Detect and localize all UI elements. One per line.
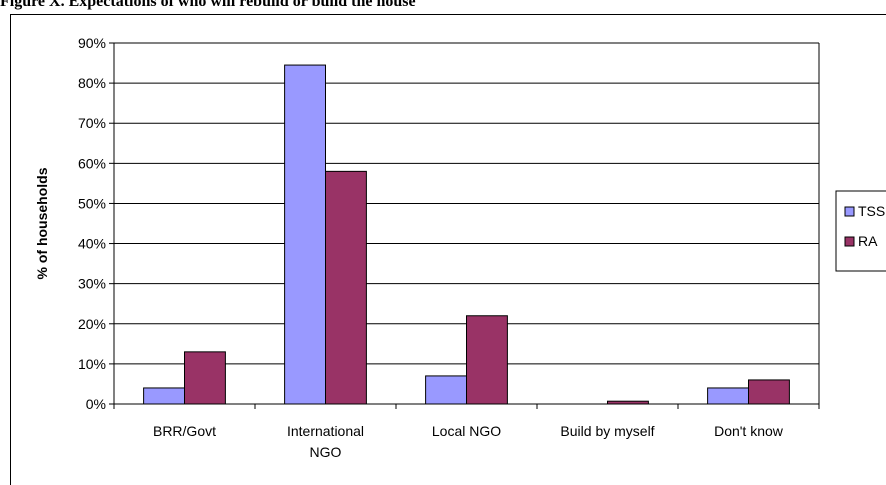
bar-ra (466, 315, 508, 405)
x-category-labels: BRR/Govt International NGO Local NGO Build b… (153, 423, 784, 460)
x-category-label: BRR/Govt (153, 423, 216, 439)
bars (143, 64, 790, 405)
bar-tss (425, 375, 467, 405)
y-tick-label: 80% (78, 75, 106, 91)
bar-tss (284, 64, 326, 405)
chart-frame: 0% 10% 20% 30% 40% 50% 60% 70% 80% 90% BRR/Govt In… (10, 14, 886, 485)
y-tick-label: 50% (78, 195, 106, 211)
legend-label-tss: TSS (858, 203, 885, 219)
legend-label-ra: RA (858, 233, 878, 249)
x-category-label: Don't know (714, 423, 784, 439)
legend: TSS RA (835, 190, 886, 272)
x-category-label: Build by myself (560, 423, 654, 439)
y-tick-label: 70% (78, 115, 106, 131)
x-category-label-line: NGO (310, 444, 342, 460)
y-tick-label: 60% (78, 155, 106, 171)
bar-ra (325, 170, 367, 405)
legend-box (835, 190, 886, 272)
y-tick-label: 40% (78, 236, 106, 252)
bar-chart: 0% 10% 20% 30% 40% 50% 60% 70% 80% 90% BRR/Govt In… (34, 35, 886, 460)
bar-ra (748, 379, 790, 405)
x-category-label: Local NGO (432, 423, 501, 439)
bar-ra (184, 351, 226, 405)
bar-tss (707, 387, 749, 405)
y-tick-labels: 0% 10% 20% 30% 40% 50% 60% 70% 80% 90% (78, 35, 106, 412)
x-category-label: International NGO (287, 423, 364, 460)
bar-tss (143, 387, 185, 405)
x-category-label-line: Local NGO (432, 423, 501, 439)
y-tick-label: 20% (78, 316, 106, 332)
y-tick-label: 90% (78, 35, 106, 51)
x-category-label-line: BRR/Govt (153, 423, 216, 439)
y-axis-label: % of households (34, 167, 50, 279)
y-tick-label: 0% (86, 396, 106, 412)
x-category-label-line: International (287, 423, 364, 439)
figure-caption: Figure X. Expectations of who will rebui… (0, 0, 416, 10)
y-tick-label: 10% (78, 356, 106, 372)
legend-swatch-tss (844, 206, 855, 217)
x-category-label-line: Don't know (714, 423, 784, 439)
legend-swatch-ra (844, 236, 855, 247)
axes (109, 42, 820, 409)
y-tick-label: 30% (78, 276, 106, 292)
x-category-label-line: Build by myself (560, 423, 654, 439)
gridlines (114, 42, 819, 365)
